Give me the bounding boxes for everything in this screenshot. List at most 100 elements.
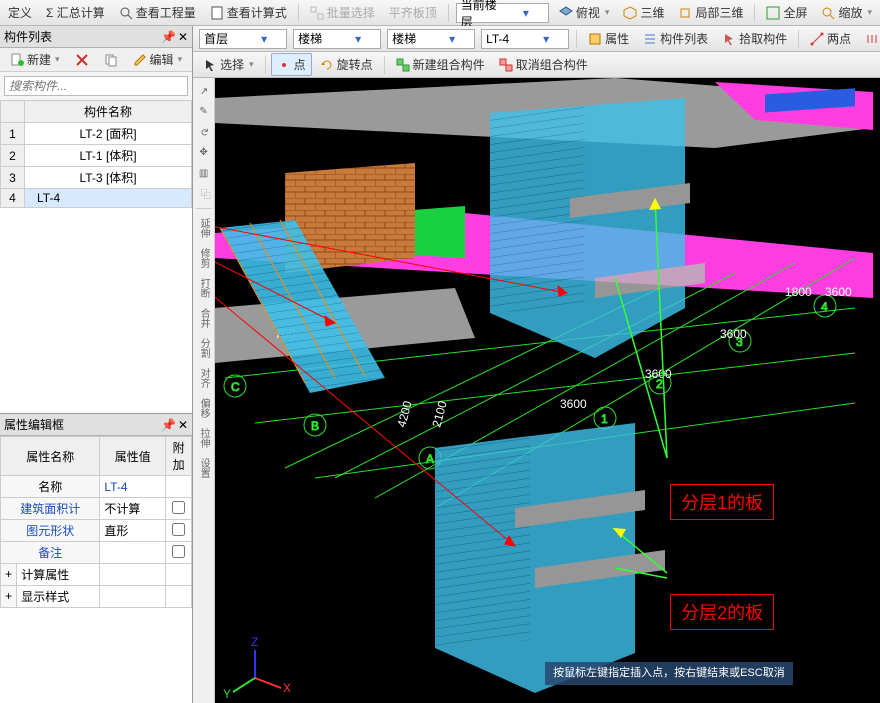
cube-top-icon	[559, 6, 573, 20]
property-table: 属性名称属性值附加 名称LT-4 建筑面积计不计算 图元形状直形 备注 +计算属…	[0, 436, 192, 608]
property-title: 属性编辑框	[4, 416, 64, 433]
component-table: 构件名称 1LT-2 [面积] 2LT-1 [体积] 3LT-3 [体积] 4L…	[0, 100, 192, 208]
new-component-button[interactable]: 新建▾	[4, 48, 66, 71]
vtool-extend[interactable]: 延伸	[195, 214, 213, 242]
x-icon	[75, 53, 89, 67]
prop-row[interactable]: +显示样式	[1, 586, 192, 608]
svg-text:3600: 3600	[560, 397, 587, 411]
rotate-point-button[interactable]: 旋转点	[314, 53, 379, 76]
prop-row[interactable]: 图元形状直形	[1, 520, 192, 542]
drawing-toolbar-2: 选择▾ 点 旋转点 新建组合构件 取消组合构件	[193, 52, 880, 78]
vtool-offset[interactable]: 偏移	[195, 394, 213, 422]
prop-icon	[588, 32, 602, 46]
addon-checkbox[interactable]	[172, 523, 185, 536]
addon-checkbox[interactable]	[172, 545, 185, 558]
prop-row[interactable]: +计算属性	[1, 564, 192, 586]
component-list-header: 构件列表 📌✕	[0, 26, 192, 48]
vtool-trim[interactable]: 修剪	[195, 244, 213, 272]
col-component-name[interactable]: 构件名称	[25, 101, 192, 123]
property-button[interactable]: 属性	[582, 27, 635, 50]
vtool-break[interactable]: 打断	[195, 274, 213, 302]
prop-row[interactable]: 建筑面积计不计算	[1, 498, 192, 520]
vtool-split[interactable]: 分割	[195, 334, 213, 362]
define-button[interactable]: 定义	[2, 1, 38, 24]
property-header: 属性编辑框 📌✕	[0, 414, 192, 436]
view-3d-button[interactable]: 三维	[617, 1, 670, 24]
doc-icon	[210, 6, 224, 20]
svg-text:A: A	[426, 452, 434, 466]
group-icon	[396, 58, 410, 72]
addon-checkbox[interactable]	[172, 501, 185, 514]
status-tooltip: 按鼠标左键指定插入点，按右键结束或ESC取消	[545, 662, 793, 685]
table-row[interactable]: 2LT-1 [体积]	[1, 145, 192, 167]
vtool-merge[interactable]: 合并	[195, 304, 213, 332]
select-button[interactable]: 选择▾	[197, 53, 260, 76]
item-dropdown[interactable]: LT-4▾	[481, 29, 569, 49]
fullscreen-icon	[766, 6, 780, 20]
vtool-mirror[interactable]: ▥	[195, 164, 213, 183]
batch-select-button[interactable]: 批量选择	[304, 1, 381, 24]
vtool-pencil[interactable]: ✎	[195, 102, 213, 121]
component-list-button[interactable]: 构件列表	[637, 27, 714, 50]
current-floor-dropdown[interactable]: 当前楼层▾	[456, 3, 549, 23]
pin-icon[interactable]: 📌	[161, 418, 176, 432]
vtool-copy[interactable]: ⿻	[195, 185, 213, 203]
svg-text:4: 4	[821, 300, 828, 314]
pick-button[interactable]: 拾取构件	[716, 27, 793, 50]
point-icon	[277, 58, 291, 72]
parallel-button[interactable]: 平行	[859, 27, 880, 50]
vtool-rotate[interactable]: ↻	[195, 123, 213, 141]
new-group-button[interactable]: 新建组合构件	[390, 53, 491, 76]
close-icon[interactable]: ✕	[178, 418, 188, 432]
vtool-align[interactable]: 对齐	[195, 364, 213, 392]
edit-button[interactable]: 编辑▾	[127, 48, 189, 71]
view-quantity-button[interactable]: 查看工程量	[113, 1, 202, 24]
svg-text:3600: 3600	[825, 285, 852, 299]
component-list-toolbar: 新建▾ 编辑▾	[0, 48, 192, 72]
table-row[interactable]: 3LT-3 [体积]	[1, 167, 192, 189]
right-column: 首层▾ 楼梯▾ 楼梯▾ LT-4▾ 属性 构件列表 拾取构件 两点 平行 长度标…	[193, 26, 880, 703]
svg-text:1: 1	[601, 412, 608, 426]
pin-icon[interactable]: 📌	[161, 30, 176, 44]
col-prop-add[interactable]: 附加	[166, 437, 192, 476]
view-calc-button[interactable]: 查看计算式	[204, 1, 293, 24]
cube-icon	[623, 6, 637, 20]
close-icon[interactable]: ✕	[178, 30, 188, 44]
two-point-button[interactable]: 两点	[804, 27, 857, 50]
vtool-stretch[interactable]: 拉伸	[195, 424, 213, 452]
type-dropdown[interactable]: 楼梯▾	[387, 29, 475, 49]
category-dropdown[interactable]: 楼梯▾	[293, 29, 381, 49]
svg-text:4200: 4200	[394, 399, 415, 429]
zoom-button[interactable]: 缩放▾	[815, 1, 878, 24]
prop-row[interactable]: 备注	[1, 542, 192, 564]
fullscreen-button[interactable]: 全屏	[760, 1, 813, 24]
copy-icon	[104, 53, 118, 67]
col-prop-name[interactable]: 属性名称	[1, 437, 100, 476]
cancel-group-button[interactable]: 取消组合构件	[493, 53, 594, 76]
table-row[interactable]: 4LT-4	[1, 189, 192, 208]
table-row[interactable]: 1LT-2 [面积]	[1, 123, 192, 145]
vtool-settings[interactable]: 设置	[195, 454, 213, 482]
parallel-icon	[865, 32, 879, 46]
copy-button[interactable]	[98, 50, 124, 70]
delete-button[interactable]	[69, 50, 95, 70]
component-list-body: 构件名称 1LT-2 [面积] 2LT-1 [体积] 3LT-3 [体积] 4L…	[0, 100, 192, 413]
view-top-button[interactable]: 俯视▾	[553, 1, 616, 24]
drawing-toolbar-1: 首层▾ 楼梯▾ 楼梯▾ LT-4▾ 属性 构件列表 拾取构件 两点 平行 长度标…	[193, 26, 880, 52]
prop-row[interactable]: 名称LT-4	[1, 476, 192, 498]
col-prop-val[interactable]: 属性值	[100, 437, 166, 476]
vtool-cursor[interactable]: ↖	[195, 82, 213, 100]
point-button[interactable]: 点	[271, 53, 312, 76]
cursor-icon	[203, 58, 217, 72]
3d-viewport[interactable]: C B A 1 2 3 4 1800 3600 3600 3600 3	[215, 78, 880, 703]
twopt-icon	[810, 32, 824, 46]
sum-calc-button[interactable]: Σ 汇总计算	[40, 1, 111, 24]
canvas-wrapper: ↖ ✎ ↻ ✥ ▥ ⿻ 延伸 修剪 打断 合并 分割 对齐 偏移 拉伸 设置	[193, 78, 880, 703]
local-3d-button[interactable]: 局部三维	[672, 1, 749, 24]
zoom-icon	[821, 6, 835, 20]
search-input[interactable]	[4, 76, 188, 96]
floor-dropdown[interactable]: 首层▾	[199, 29, 287, 49]
vtool-move[interactable]: ✥	[195, 143, 213, 162]
scene-svg: C B A 1 2 3 4 1800 3600 3600 3600 3	[215, 78, 873, 703]
align-top-button[interactable]: 平齐板顶	[383, 1, 443, 24]
